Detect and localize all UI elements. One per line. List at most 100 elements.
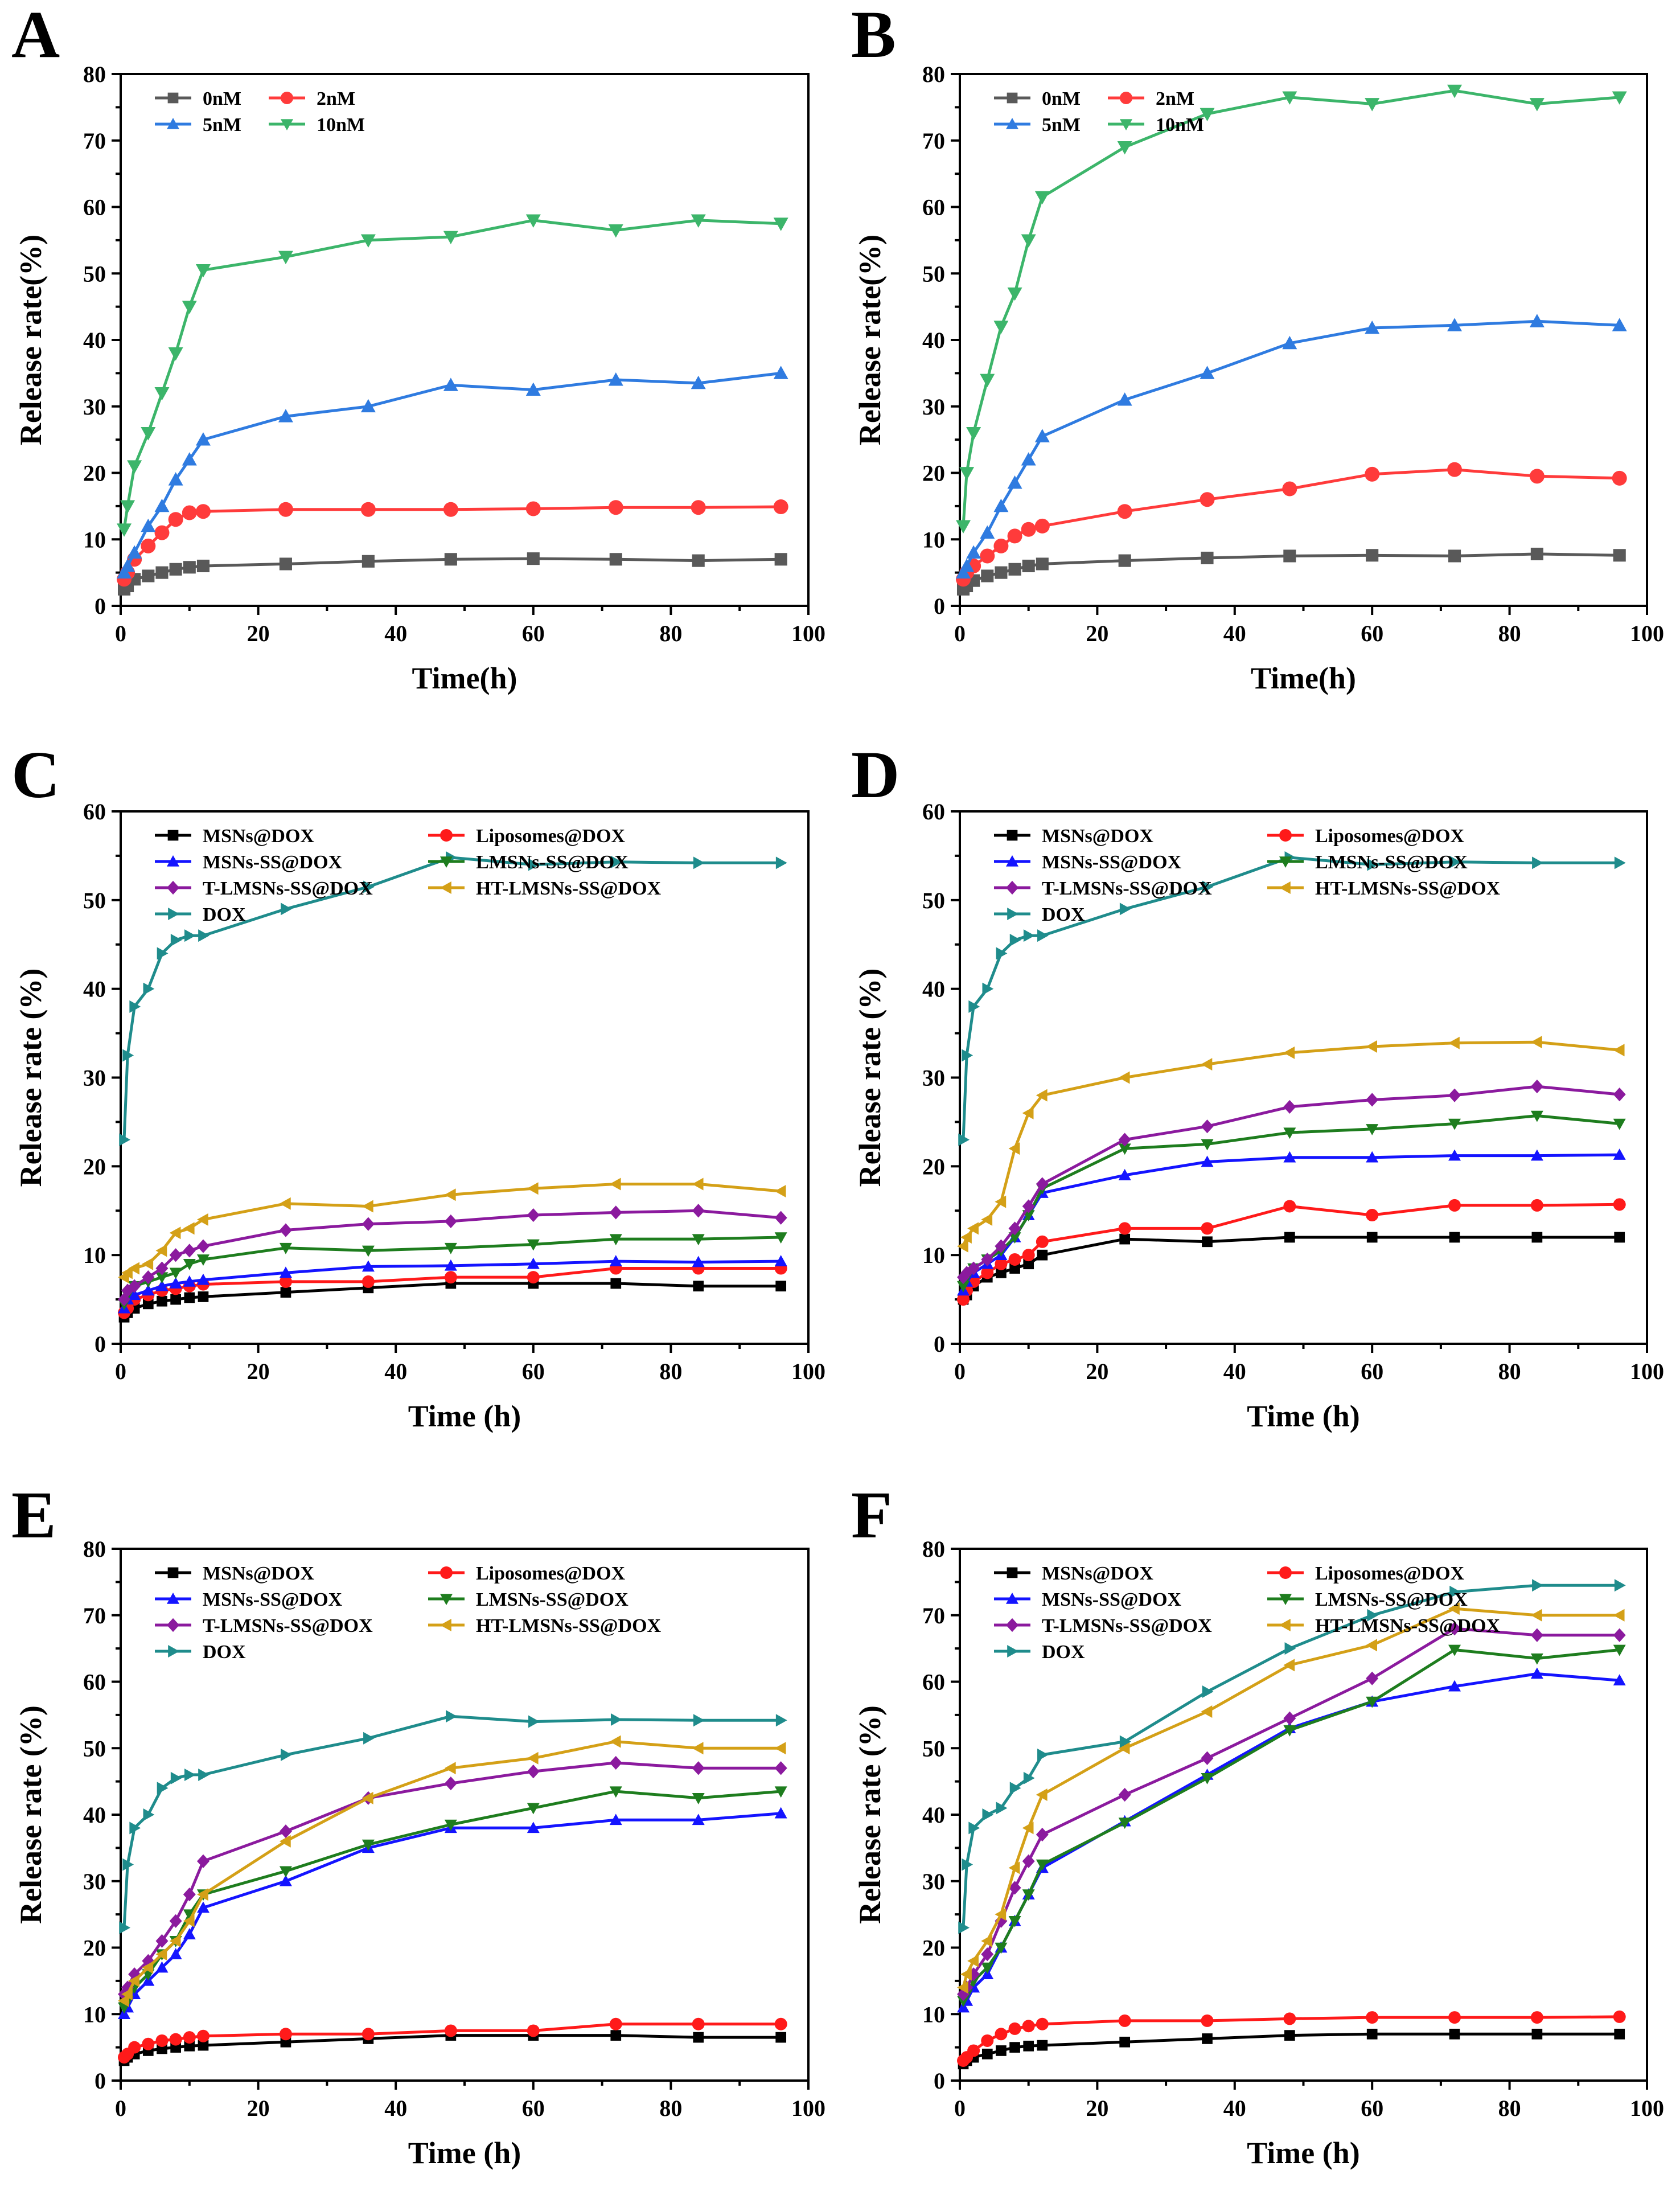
data-point — [610, 1713, 622, 1726]
data-point — [154, 498, 170, 512]
data-point — [184, 1768, 196, 1781]
data-point — [610, 1278, 622, 1289]
data-point — [1448, 2011, 1461, 2024]
data-point — [980, 525, 995, 539]
data-point — [1037, 929, 1049, 942]
data-point — [1117, 392, 1132, 406]
data-point — [1283, 549, 1296, 563]
legend-label: HT-LMSNs-SS@DOX — [476, 1615, 662, 1636]
data-point — [1008, 2022, 1021, 2035]
data-point — [773, 499, 788, 515]
series-t-lmsns-ss-dox — [957, 1079, 1626, 1285]
legend-label: DOX — [203, 1642, 246, 1663]
data-point — [1284, 1642, 1296, 1655]
data-point — [444, 1271, 457, 1284]
data-point — [168, 472, 183, 486]
data-point — [1008, 1916, 1021, 1927]
data-point — [1283, 1046, 1295, 1059]
panel-label: A — [11, 0, 60, 72]
data-point — [967, 1261, 980, 1275]
x-tick-label: 20 — [1086, 2095, 1108, 2121]
legend-label: T-LMSNs-SS@DOX — [1042, 878, 1212, 899]
data-point — [1447, 462, 1463, 477]
series-msns-ss-dox — [957, 1148, 1626, 1296]
series-10nm — [956, 84, 1627, 534]
legend-item: MSNs-SS@DOX — [155, 852, 343, 873]
data-point — [1022, 1249, 1035, 1262]
data-point — [525, 214, 541, 228]
series-line — [122, 219, 781, 530]
data-point — [143, 1808, 155, 1821]
data-point — [1201, 551, 1214, 564]
data-point — [1201, 1773, 1214, 1784]
data-point — [1008, 1253, 1021, 1266]
data-point — [1449, 2028, 1460, 2040]
y-axis-label: Release rate(%) — [853, 235, 887, 445]
data-point — [183, 1928, 196, 1939]
y-tick-label: 0 — [95, 2068, 106, 2094]
legend-label: LMSNs-SS@DOX — [476, 852, 629, 873]
legend-item: MSNs-SS@DOX — [155, 1589, 343, 1610]
data-point — [966, 427, 981, 441]
data-point — [1200, 492, 1215, 507]
data-point — [1118, 1143, 1131, 1155]
x-axis-label: Time (h) — [1247, 1399, 1360, 1433]
series-line — [962, 1583, 1620, 1928]
x-tick-label: 0 — [954, 2095, 966, 2121]
legend-swatch-marker — [1007, 908, 1018, 920]
x-tick-label: 60 — [522, 2095, 545, 2121]
data-point — [1448, 1088, 1461, 1102]
y-axis-label: Release rate (%) — [14, 969, 48, 1187]
x-axis-label: Time (h) — [1247, 2136, 1360, 2170]
x-tick-label: 40 — [384, 2095, 407, 2121]
series-dox — [119, 851, 787, 1146]
data-point — [996, 2045, 1007, 2056]
data-point — [1200, 366, 1215, 379]
data-point — [610, 855, 622, 868]
data-point — [958, 1133, 970, 1146]
data-point — [1529, 98, 1545, 112]
data-point — [279, 1824, 292, 1839]
data-point — [128, 1262, 139, 1275]
data-point — [1022, 1854, 1035, 1868]
legend-item: MSNs@DOX — [155, 1563, 314, 1584]
x-tick-label: 60 — [1361, 2095, 1383, 2121]
data-point — [142, 1284, 155, 1296]
data-point — [1007, 475, 1022, 489]
data-point — [996, 1802, 1008, 1815]
series-line — [962, 856, 1620, 1140]
data-point — [527, 1751, 539, 1765]
data-point — [692, 1204, 705, 1218]
data-point — [279, 1275, 292, 1288]
data-point — [1283, 1711, 1296, 1725]
y-tick-label: 50 — [922, 261, 945, 286]
data-point — [609, 1255, 622, 1266]
data-point — [692, 2017, 705, 2030]
data-point — [1613, 549, 1626, 562]
data-point — [184, 1292, 195, 1303]
legend-label: HT-LMSNs-SS@DOX — [476, 878, 662, 899]
legend: MSNs@DOX Liposomes@DOX MSNs-SS@DOX LMSNs-SS… — [994, 1563, 1501, 1663]
panel-e: E 0 20 40 60 80 100 0 10 20 30 40 50 60 70 80 Time (h) Re… — [11, 1478, 825, 2170]
legend-item: Liposomes@DOX — [1267, 826, 1465, 847]
legend-swatch-marker — [167, 830, 179, 841]
data-point — [198, 929, 210, 942]
data-point — [981, 1947, 994, 1962]
data-point — [958, 1921, 970, 1934]
data-point — [1117, 504, 1132, 519]
data-point — [1613, 1148, 1626, 1160]
y-tick-label: 20 — [922, 461, 945, 486]
data-point — [1008, 563, 1021, 576]
legend-item: Liposomes@DOX — [1267, 1563, 1465, 1584]
y-tick-label: 40 — [922, 977, 945, 1002]
data-point — [279, 1242, 292, 1254]
legend-label: MSNs-SS@DOX — [203, 852, 343, 873]
data-point — [155, 1272, 169, 1284]
data-point — [774, 1786, 787, 1798]
data-point — [1614, 856, 1626, 869]
data-point — [443, 378, 458, 391]
data-point — [155, 1279, 169, 1291]
data-point — [444, 1242, 457, 1254]
x-tick-label: 20 — [247, 1359, 270, 1384]
x-tick-label: 80 — [1498, 1359, 1521, 1384]
